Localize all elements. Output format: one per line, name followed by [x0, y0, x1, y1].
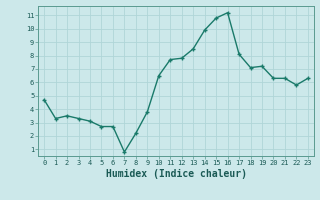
X-axis label: Humidex (Indice chaleur): Humidex (Indice chaleur)	[106, 169, 246, 179]
